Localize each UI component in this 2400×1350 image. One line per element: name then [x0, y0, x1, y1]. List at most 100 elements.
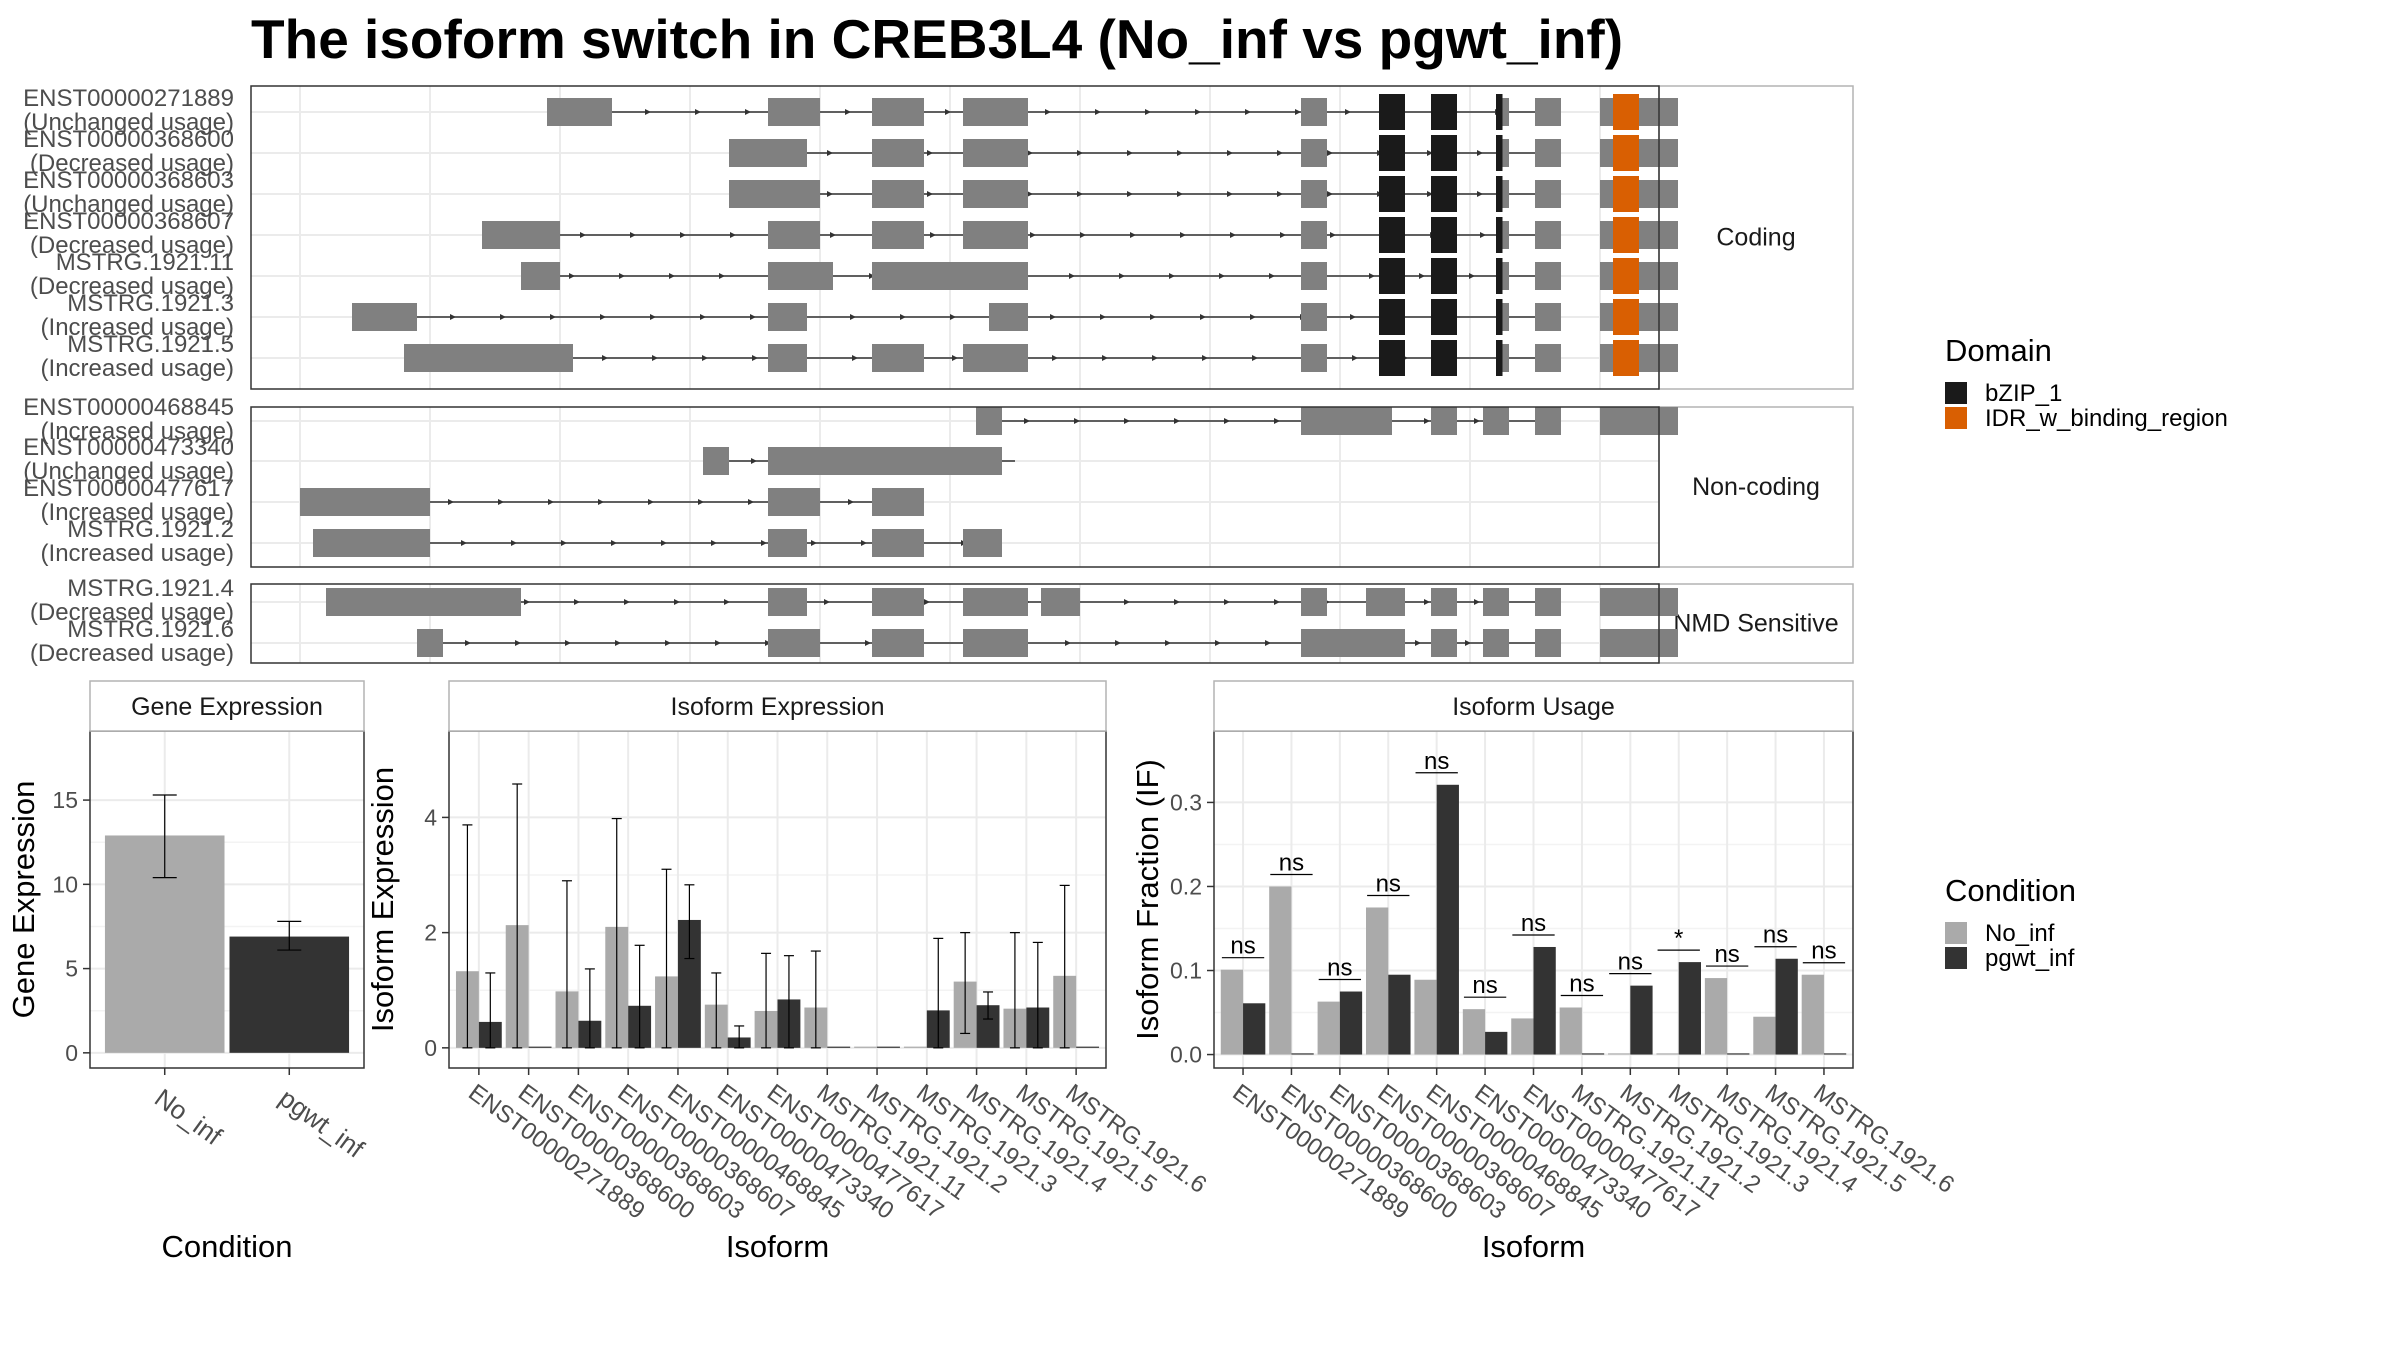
domain-bzip: [1496, 94, 1503, 130]
strand-arrow: [1174, 599, 1180, 605]
strand-arrow: [1165, 640, 1171, 646]
exon: [963, 344, 1028, 372]
strand-arrow: [930, 232, 936, 238]
exon: [300, 488, 430, 516]
strand-arrow: [1077, 191, 1083, 197]
bar-No_inf-MSTRG-1921-6: [1801, 974, 1824, 1055]
domain-bzip: [1496, 135, 1503, 171]
transcript-ENST00000477617: ENST00000477617(Increased usage): [23, 475, 924, 526]
strand-arrow: [598, 499, 604, 505]
strand-arrow: [1345, 109, 1351, 115]
strand-arrow: [1215, 640, 1221, 646]
exon: [1431, 629, 1457, 657]
strand-arrow: [827, 150, 833, 156]
legend-label-No_inf: No_inf: [1985, 920, 2055, 947]
transcript-usage: (Decreased usage): [30, 232, 234, 259]
domain-bzip: [1379, 258, 1405, 294]
significance-label: ns: [1472, 972, 1497, 999]
structure-panel-border: [250, 583, 1660, 664]
transcript-usage: (Decreased usage): [30, 273, 234, 300]
strand-arrow: [680, 232, 686, 238]
y-tick-label: 15: [52, 787, 78, 813]
y-tick-label: 10: [52, 871, 78, 897]
strand-arrow: [565, 640, 571, 646]
panel-title: Gene Expression: [131, 693, 323, 721]
exon: [1301, 139, 1327, 167]
strand-arrow: [698, 499, 704, 505]
strand-arrow: [1419, 273, 1425, 279]
bar-No_inf-MSTRG-1921-2: [1608, 1053, 1631, 1055]
structure-panel-bg: [251, 407, 1659, 567]
domain-bzip: [1431, 217, 1457, 253]
exon: [768, 488, 820, 516]
transcript-MSTRG.1921.6: MSTRG.1921.6(Decreased usage): [30, 616, 1678, 667]
bar-No_inf-MSTRG-1921-2: [854, 1046, 878, 1048]
exon: [768, 588, 807, 616]
transcript-id: ENST00000368600: [23, 126, 234, 153]
strand-arrow: [1202, 355, 1208, 361]
strand-arrow: [600, 314, 606, 320]
exon: [872, 529, 924, 557]
strand-arrow: [1219, 273, 1225, 279]
strand-arrow: [1424, 418, 1430, 424]
strand-arrow: [1269, 273, 1275, 279]
strand-arrow: [1024, 418, 1030, 424]
transcript-id: MSTRG.1921.2: [67, 516, 234, 543]
strand-arrow: [1330, 232, 1336, 238]
strand-arrow: [852, 355, 858, 361]
legend-swatch-IDR_w_binding_region: [1945, 407, 1967, 429]
strand-arrow: [952, 355, 958, 361]
exon: [976, 407, 1002, 435]
domain-bzip: [1496, 340, 1503, 376]
strand-arrow: [1477, 150, 1483, 156]
strand-arrow: [1350, 314, 1356, 320]
domain-bzip: [1496, 299, 1503, 335]
strand-arrow: [900, 314, 906, 320]
bar-pgwt_inf-ENST00000473340: [1485, 1031, 1508, 1055]
strand-arrow: [615, 640, 621, 646]
strand-arrow: [730, 232, 736, 238]
strand-arrow: [1474, 418, 1480, 424]
exon: [1535, 98, 1561, 126]
strand-arrow: [650, 314, 656, 320]
strand-arrow: [752, 355, 758, 361]
strand-arrow: [924, 599, 930, 605]
exon: [1483, 629, 1509, 657]
strand-arrow: [950, 314, 956, 320]
strand-arrow: [1177, 191, 1183, 197]
strand-arrow: [548, 499, 554, 505]
y-tick-label: 0.0: [1170, 1042, 1202, 1068]
domain-bzip: [1496, 217, 1503, 253]
transcript-id: ENST00000368607: [23, 208, 234, 235]
exon: [768, 221, 820, 249]
transcript-usage: (Increased usage): [41, 499, 234, 526]
transcript-ENST00000468845: ENST00000468845(Increased usage): [23, 394, 1678, 445]
exon: [989, 262, 1028, 290]
transcript-ENST00000473340: ENST00000473340(Unchanged usage): [23, 434, 1015, 485]
strand-arrow: [561, 540, 567, 546]
domain-idr: [1613, 176, 1639, 212]
domain-bzip: [1379, 176, 1405, 212]
structure-strip-label: Non-coding: [1692, 473, 1820, 501]
strand-arrow: [580, 232, 586, 238]
strand-arrow: [695, 109, 701, 115]
strand-arrow: [1227, 150, 1233, 156]
x-tick-label: No_inf: [149, 1083, 228, 1152]
exon: [963, 180, 1028, 208]
strand-arrow: [1427, 150, 1433, 156]
strand-arrow: [1127, 191, 1133, 197]
strand-arrow: [619, 273, 625, 279]
structure-strip-label: NMD Sensitive: [1673, 610, 1838, 638]
bar-No_inf-MSTRG-1921-5: [1753, 1016, 1776, 1055]
strand-arrow: [1474, 599, 1480, 605]
y-tick-label: 2: [424, 920, 437, 946]
strand-arrow: [515, 640, 521, 646]
transcript-usage: (Decreased usage): [30, 640, 234, 667]
domain-bzip: [1379, 217, 1405, 253]
domain-bzip: [1431, 299, 1457, 335]
structure-group-1: Non-coding ENST00000468845(Increased usag…: [23, 394, 1854, 568]
structure-strip: [1658, 406, 1854, 568]
transcript-id: ENST00000473340: [23, 434, 234, 461]
